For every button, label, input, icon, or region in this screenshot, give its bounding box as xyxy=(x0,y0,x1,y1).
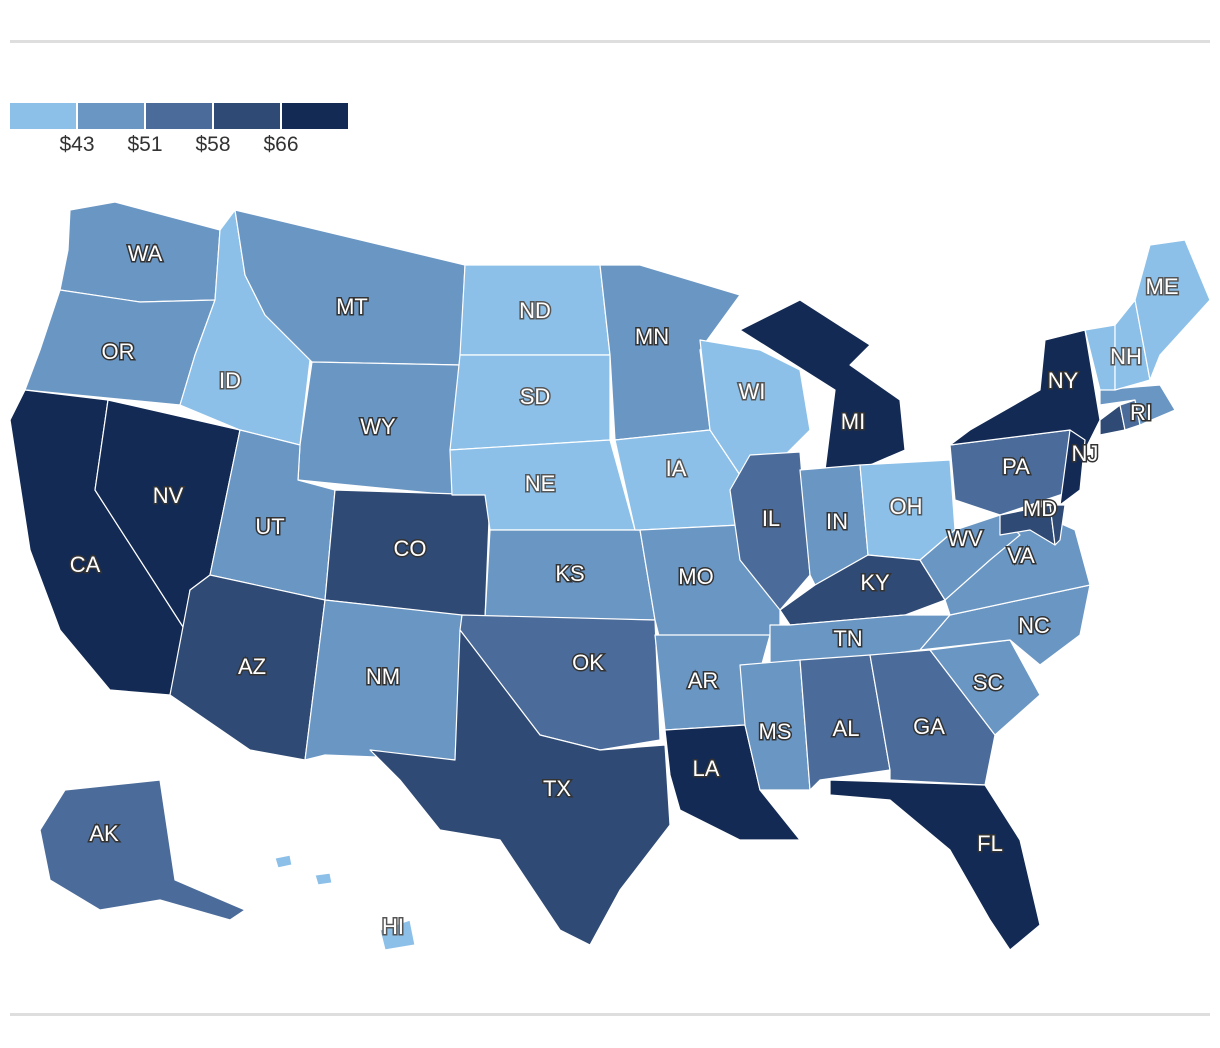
state-me[interactable] xyxy=(1134,239,1211,381)
legend-tick-4: $66 xyxy=(263,133,299,156)
state-label-ri: RI xyxy=(1130,400,1152,425)
legend-tick-3: $58 xyxy=(195,133,231,156)
state-ma[interactable] xyxy=(1099,384,1176,426)
legend-tick-1: $43 xyxy=(59,133,95,156)
state-de[interactable] xyxy=(1049,504,1066,546)
state-label-in: IN xyxy=(826,509,848,534)
state-fl[interactable] xyxy=(829,779,1041,951)
state-label-va: VA xyxy=(1007,543,1035,568)
state-label-nd: ND xyxy=(519,298,551,323)
us-choropleth-map: WA OR CA NV ID MT WY UT AZ CO NM ND SD NE KS OK TX MN IA MO… xyxy=(9,201,1211,951)
state-label-ca: CA xyxy=(70,552,101,577)
state-label-ok: OK xyxy=(572,650,604,675)
state-label-nc: NC xyxy=(1018,613,1050,638)
state-label-ar: AR xyxy=(688,668,719,693)
state-label-tx: TX xyxy=(543,776,571,801)
state-label-oh: OH xyxy=(890,494,923,519)
state-label-mn: MN xyxy=(635,324,669,349)
state-label-sc: SC xyxy=(973,670,1004,695)
legend-swatch-1 xyxy=(10,103,76,129)
state-wy[interactable] xyxy=(297,361,461,496)
state-ms[interactable] xyxy=(739,659,811,791)
state-label-co: CO xyxy=(394,536,427,561)
state-label-hi: HI xyxy=(382,914,404,939)
state-label-wi: WI xyxy=(739,379,766,404)
bottom-divider xyxy=(10,1013,1210,1016)
state-label-ne: NE xyxy=(525,471,556,496)
state-label-nh: NH xyxy=(1110,344,1142,369)
state-label-ks: KS xyxy=(555,561,584,586)
state-label-me: ME xyxy=(1146,274,1179,299)
state-md[interactable] xyxy=(999,504,1056,546)
state-label-id: ID xyxy=(219,368,241,393)
legend-tick-2: $51 xyxy=(127,133,163,156)
state-label-la: LA xyxy=(693,756,720,781)
state-label-ms: MS xyxy=(759,719,792,744)
legend-swatch-2 xyxy=(78,103,144,129)
state-label-fl: FL xyxy=(977,831,1003,856)
state-label-ak: AK xyxy=(89,821,119,846)
color-legend: $43 $51 $58 $66 xyxy=(10,103,350,163)
state-label-wa: WA xyxy=(128,241,163,266)
state-label-ga: GA xyxy=(913,714,945,739)
top-divider xyxy=(10,40,1210,43)
state-hi[interactable] xyxy=(274,854,416,951)
states-layer xyxy=(9,201,1211,951)
legend-swatch-4 xyxy=(214,103,280,129)
state-label-mt: MT xyxy=(336,294,368,319)
state-label-ny: NY xyxy=(1048,368,1079,393)
state-label-al: AL xyxy=(833,716,860,741)
state-label-il: IL xyxy=(762,506,780,531)
state-mi[interactable] xyxy=(739,299,906,471)
state-al[interactable] xyxy=(799,654,891,791)
state-label-sd: SD xyxy=(520,384,551,409)
state-label-nm: NM xyxy=(366,664,400,689)
state-label-pa: PA xyxy=(1002,454,1030,479)
state-tx[interactable] xyxy=(369,629,671,946)
state-label-wv: WV xyxy=(947,526,983,551)
state-label-ut: UT xyxy=(255,514,284,539)
state-label-wy: WY xyxy=(360,414,396,439)
state-label-or: OR xyxy=(102,339,135,364)
legend-swatch-5 xyxy=(282,103,348,129)
state-label-ky: KY xyxy=(860,570,890,595)
state-label-az: AZ xyxy=(238,654,266,679)
state-label-mo: MO xyxy=(678,564,713,589)
state-label-tn: TN xyxy=(833,626,862,651)
state-label-ia: IA xyxy=(666,456,687,481)
state-label-nv: NV xyxy=(153,483,184,508)
state-nj[interactable] xyxy=(1059,429,1086,506)
state-ak[interactable] xyxy=(39,779,246,921)
legend-swatch-3 xyxy=(146,103,212,129)
state-label-mi: MI xyxy=(841,409,865,434)
labels-layer: WA OR CA NV ID MT WY UT AZ CO NM ND SD NE KS OK TX MN IA MO… xyxy=(68,239,1180,940)
state-label-nj: NJ xyxy=(1072,441,1099,466)
state-label-md: MD xyxy=(1023,496,1057,521)
